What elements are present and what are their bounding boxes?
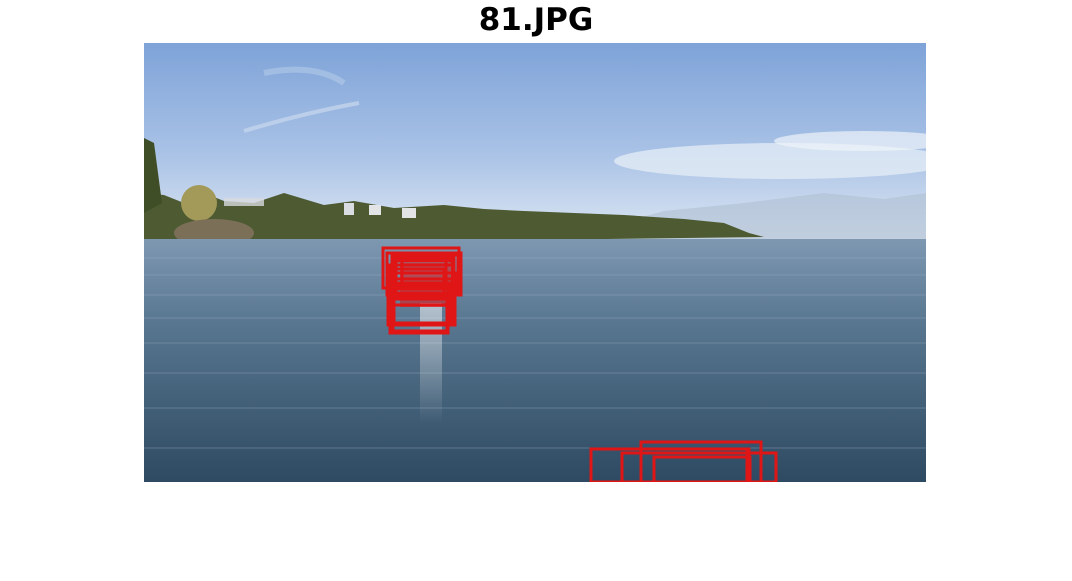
detection-cluster-b xyxy=(589,440,778,482)
detection-box xyxy=(652,455,752,482)
tree-left xyxy=(144,138,162,213)
figure-title: 81.JPG xyxy=(478,2,594,38)
cloud-bank xyxy=(774,131,926,151)
autumn-tree xyxy=(181,185,217,221)
building xyxy=(369,205,381,215)
building xyxy=(344,203,354,215)
cloud-wisp xyxy=(243,101,360,133)
building xyxy=(224,198,264,206)
building xyxy=(402,208,416,218)
lake-water xyxy=(144,239,926,482)
detection-overlap-fill xyxy=(400,263,450,307)
image-axes xyxy=(144,43,926,482)
cloud-wisp xyxy=(263,66,346,86)
cloud-bank xyxy=(614,143,926,179)
detection-box xyxy=(620,451,778,482)
sun-glint xyxy=(420,303,442,423)
lake-photo xyxy=(144,43,926,482)
wave-lines xyxy=(144,257,926,449)
tree-line xyxy=(144,193,764,245)
